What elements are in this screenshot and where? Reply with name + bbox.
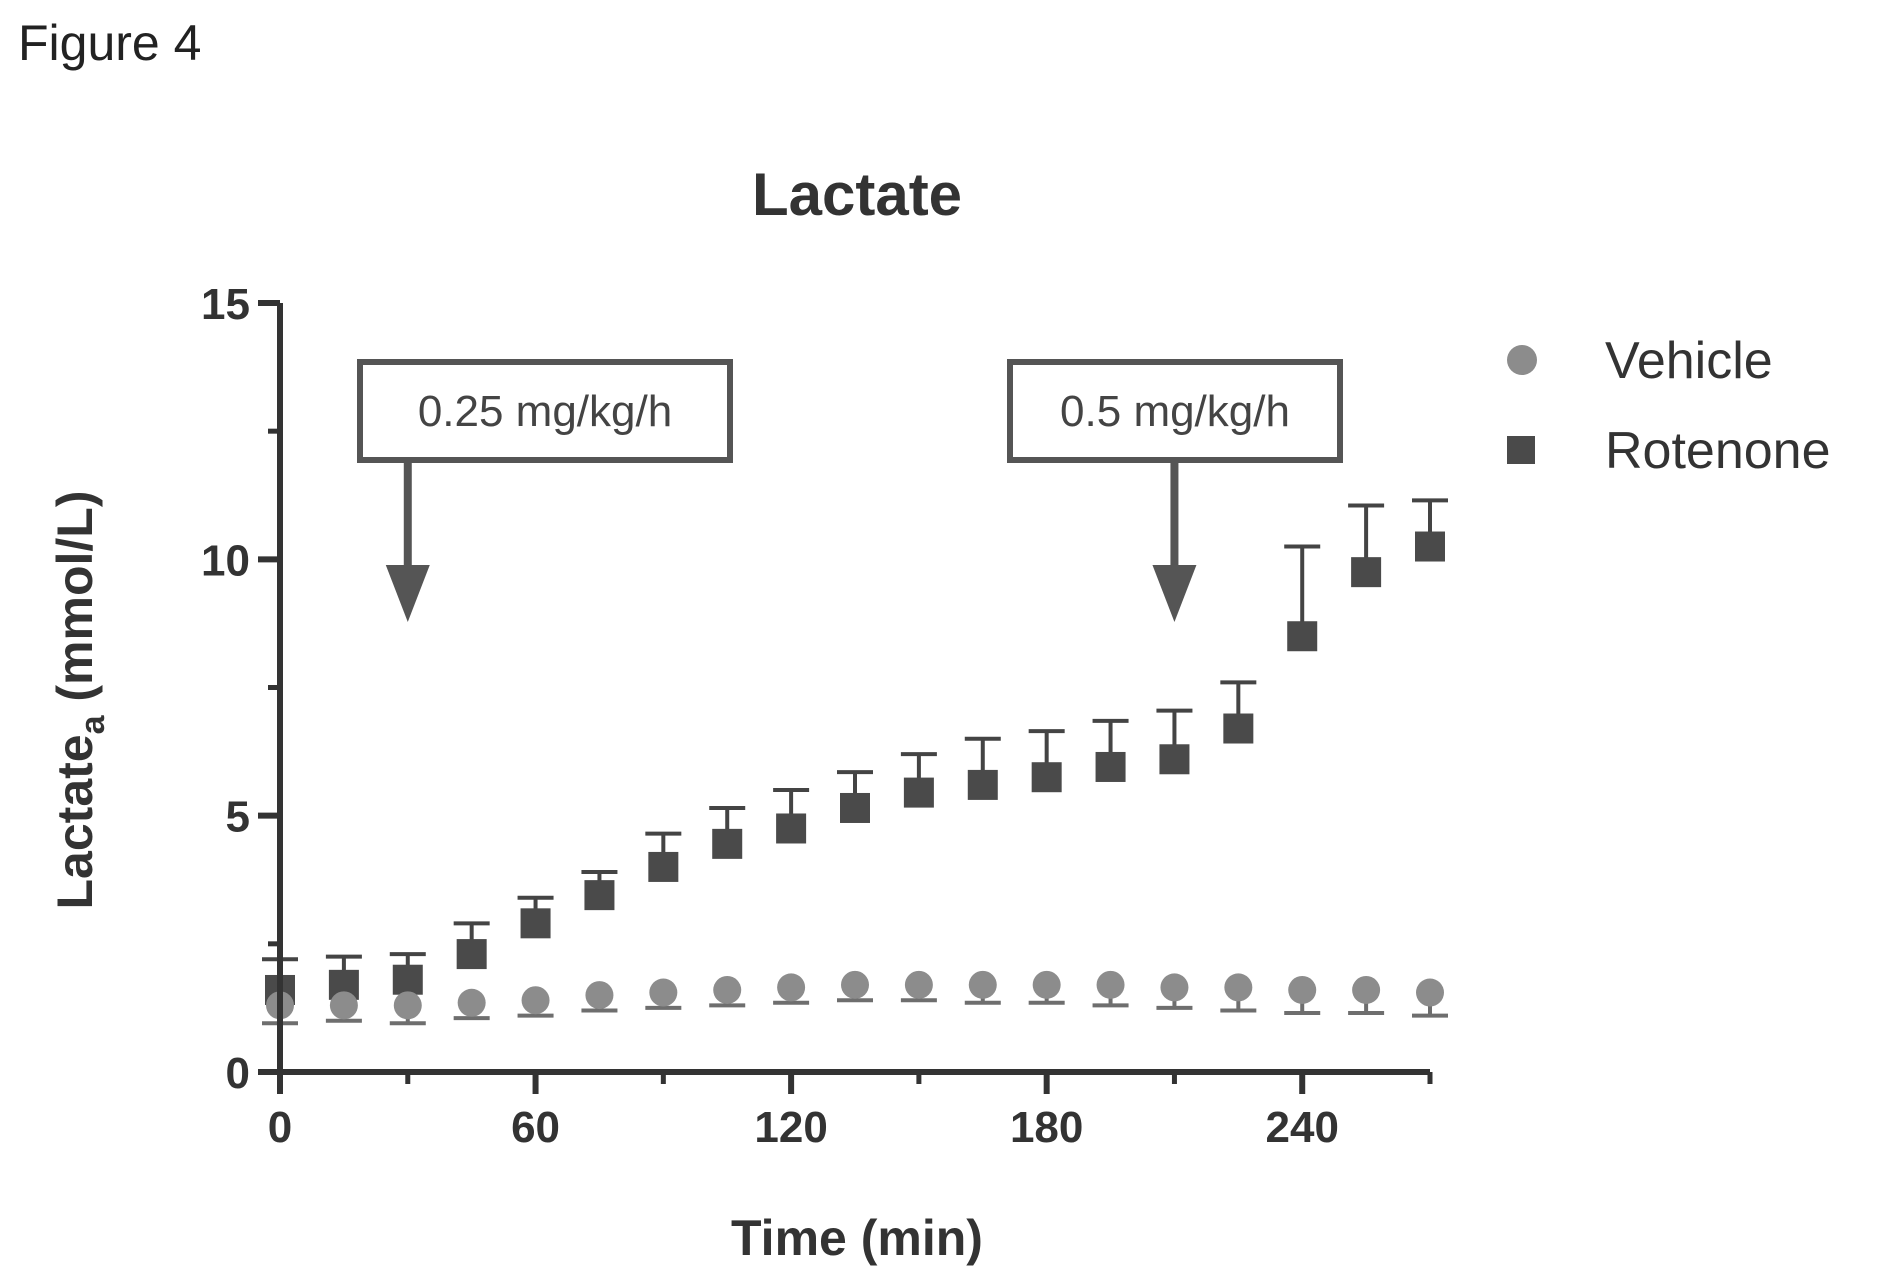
vehicle-point (649, 978, 678, 1007)
vehicle-point (1416, 978, 1444, 1007)
y-axis-label-units: (mmol/L) (47, 491, 103, 716)
vehicle-point (904, 970, 933, 999)
rotenone-point (776, 813, 807, 844)
y-tick-label: 10 (201, 536, 250, 585)
vehicle-point (1288, 975, 1317, 1004)
rotenone-point (1351, 557, 1382, 588)
y-tick-label: 15 (201, 280, 250, 329)
legend: Vehicle Rotenone (1507, 332, 1831, 480)
annotations: 0.25 mg/kg/h 0.5 mg/kg/h (357, 359, 1343, 622)
vehicle-point (1224, 973, 1253, 1002)
x-tick-label: 0 (268, 1103, 292, 1152)
rotenone-point (1287, 621, 1318, 652)
vehicle-point (841, 970, 869, 999)
rotenone-point (1095, 751, 1126, 782)
vehicle-point (713, 975, 742, 1004)
rotenone-point (1031, 762, 1062, 793)
vehicle-point (968, 970, 997, 999)
x-tick-label: 180 (1010, 1103, 1083, 1152)
legend-marker-rotenone (1507, 436, 1535, 464)
rotenone-point (903, 777, 934, 808)
rotenone-point (520, 908, 551, 939)
vehicle-point (1160, 973, 1189, 1002)
y-tick-label: 5 (226, 793, 250, 842)
y-axis-label-sub: a (74, 714, 112, 734)
vehicle-point (1096, 970, 1125, 999)
y-axis-label: Lactatea (mmol/L) (47, 491, 112, 910)
plot-area (262, 498, 1448, 1026)
rotenone-point (1223, 713, 1254, 744)
rotenone-point (1159, 744, 1190, 775)
down-arrow-icon (1152, 565, 1197, 622)
vehicle-point (329, 991, 358, 1020)
vehicle-point (1352, 975, 1381, 1004)
legend-marker-vehicle (1507, 345, 1537, 375)
annotation-label: 0.5 mg/kg/h (1060, 387, 1290, 436)
y-axis-label-main: Lactate (47, 734, 103, 909)
down-arrow-icon (385, 565, 430, 622)
rotenone-point (456, 939, 487, 970)
legend-label-rotenone: Rotenone (1605, 422, 1831, 480)
annotation-label: 0.25 mg/kg/h (418, 387, 672, 436)
x-tick-label: 240 (1266, 1103, 1339, 1152)
vehicle-point (585, 981, 614, 1010)
rotenone-point (840, 792, 870, 823)
axes: 0 5 10 15 0 60 120 180 240 (201, 280, 1433, 1152)
vehicle-point (777, 973, 806, 1002)
rotenone-point (648, 851, 679, 882)
figure-label: Figure 4 (18, 15, 202, 71)
rotenone-point (1415, 531, 1445, 562)
annotation-box (357, 359, 733, 463)
vehicle-point (1032, 970, 1061, 999)
x-tick-label: 60 (511, 1103, 560, 1152)
y-tick-label: 0 (226, 1049, 250, 1098)
x-tick-label: 120 (754, 1103, 827, 1152)
rotenone-point (392, 964, 423, 995)
vehicle-point (521, 986, 550, 1015)
rotenone-point (712, 828, 743, 859)
vehicle-point (393, 991, 422, 1020)
chart-title: Lactate (752, 161, 962, 228)
legend-label-vehicle: Vehicle (1605, 332, 1773, 390)
rotenone-point (967, 769, 998, 800)
vehicle-point (457, 988, 486, 1017)
x-axis-label: Time (min) (731, 1210, 983, 1266)
rotenone-point (584, 880, 615, 911)
